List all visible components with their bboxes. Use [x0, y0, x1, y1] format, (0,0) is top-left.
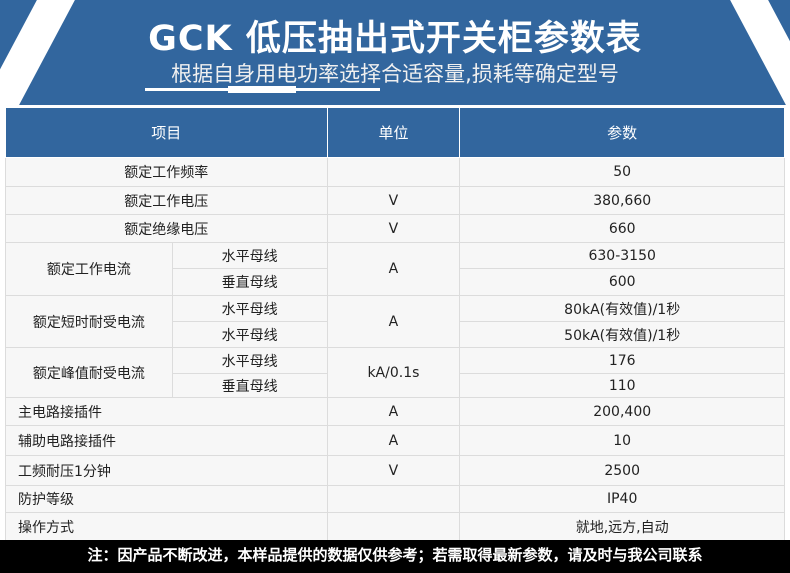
table-row: 防护等级 IP40: [5, 485, 785, 513]
table-row: 额定工作电压 V 380,660: [5, 186, 785, 215]
table-row: 工频耐压1分钟 V 2500: [5, 455, 785, 486]
table-row: 水平母线 50kA(有效值)/1秒: [6, 321, 785, 348]
col-item: 项目: [5, 107, 328, 158]
page-subtitle: 根据自身用电功率选择合适容量,损耗等确定型号: [171, 62, 619, 86]
parameter-table: 项目 单位 参数 额定工作频率 50 额定工作电压 V 380,660 额定绝缘电压 V 66…: [5, 107, 785, 541]
col-unit: 单位: [326, 107, 461, 158]
table-row: 额定工作电流 水平母线 A 630-3150: [5, 242, 785, 296]
table-row: 垂直母线 110: [6, 373, 785, 398]
col-value: 参数: [459, 107, 785, 158]
page-title: GCK 低压抽出式开关柜参数表: [148, 19, 642, 59]
table-row: 操作方式 就地,远方,自动: [5, 512, 785, 541]
table-row: 额定短时耐受电流 水平母线 A 80kA(有效值)/1秒: [5, 295, 785, 348]
table-row: 额定峰值耐受电流 水平母线 kA/0.1s 176: [5, 347, 785, 398]
table-row: 额定绝缘电压 V 660: [5, 214, 785, 243]
divider: [145, 86, 380, 93]
table-row: 额定工作频率 50: [5, 157, 785, 187]
footer-note: 注：因产品不断改进，本样品提供的数据仅供参考；若需取得最新参数，请及时与我公司联…: [0, 540, 790, 573]
table-row: 主电路接插件 A 200,400: [5, 397, 785, 426]
header-banner: GCK 低压抽出式开关柜参数表 根据自身用电功率选择合适容量,损耗等确定型号: [0, 0, 790, 105]
table-row: 垂直母线 600: [6, 268, 785, 296]
table-header: 项目 单位 参数: [5, 107, 785, 158]
table-row: 辅助电路接插件 A 10: [5, 425, 785, 456]
